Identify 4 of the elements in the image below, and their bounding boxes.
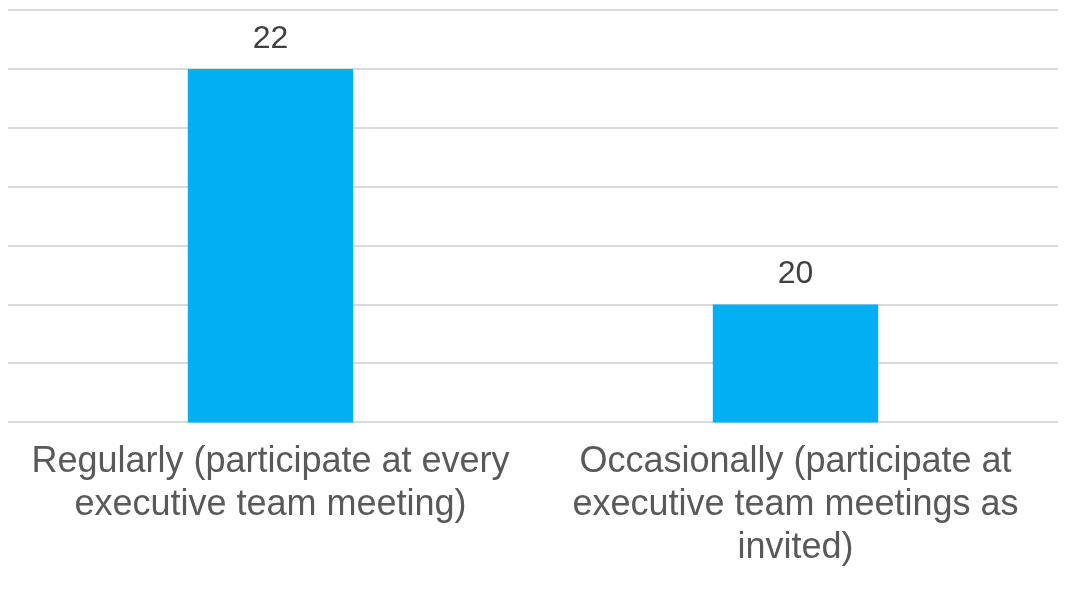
x-tick-label: Occasionally (participate at executive team meetings as invited): [572, 438, 1019, 567]
data-label: 20: [777, 254, 814, 291]
data-label: 22: [252, 18, 289, 55]
x-tick-label: Regularly (participate at every executive team meeting): [31, 438, 510, 524]
